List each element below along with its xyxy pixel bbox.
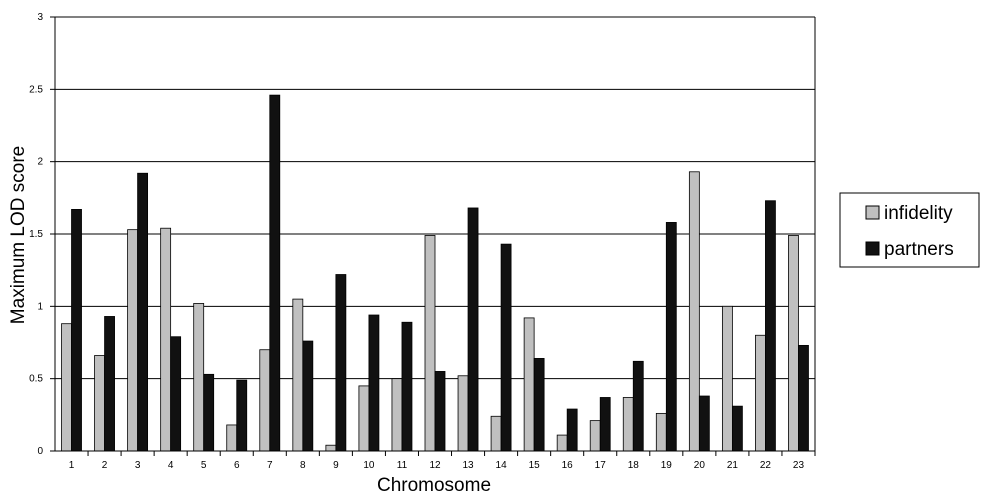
bar-infidelity-14 <box>490 415 502 452</box>
bar-infidelity-16 <box>556 434 568 452</box>
bar-infidelity-10 <box>358 385 370 452</box>
x-tick-label: 14 <box>496 460 508 471</box>
x-tick-label: 12 <box>429 460 441 471</box>
bar-partners-16 <box>566 408 578 452</box>
bar-partners-7 <box>269 94 281 452</box>
y-tick-label: 0 <box>37 446 43 457</box>
bar-partners-15 <box>533 358 545 452</box>
bar-infidelity-4 <box>160 227 172 452</box>
bar-infidelity-17 <box>589 420 601 452</box>
bar-partners-5 <box>203 373 215 452</box>
bar-partners-1 <box>71 209 82 452</box>
x-tick-label: 16 <box>562 460 574 471</box>
bar-infidelity-5 <box>193 303 205 452</box>
x-tick-label: 23 <box>793 460 805 471</box>
bar-partners-8 <box>302 340 314 452</box>
x-tick-label: 17 <box>595 460 607 471</box>
x-tick-label: 10 <box>363 460 375 471</box>
bar-infidelity-7 <box>259 349 271 452</box>
x-tick-label: 2 <box>102 460 108 471</box>
bar-partners-20 <box>698 395 710 452</box>
legend: infidelity partners <box>839 192 980 268</box>
bar-partners-3 <box>137 172 149 452</box>
bar-infidelity-3 <box>127 229 139 452</box>
bar-infidelity-11 <box>391 378 403 452</box>
grid-lines <box>55 16 815 380</box>
bar-partners-14 <box>500 243 512 452</box>
bar-infidelity-6 <box>226 424 238 452</box>
x-tick-labels: 1 2 3 4 5 6 7 8 9 10 11 12 13 14 15 16 17 18 19 20 21 22 23 <box>69 460 805 471</box>
legend-label-partners: partners <box>884 239 954 260</box>
bar-infidelity-21 <box>721 305 733 452</box>
x-tick-label: 18 <box>628 460 640 471</box>
bar-partners-2 <box>104 316 115 452</box>
bar-infidelity-12 <box>424 235 436 452</box>
x-tick-label: 22 <box>760 460 772 471</box>
legend-swatch-partners <box>865 241 880 256</box>
x-tick-label: 1 <box>69 460 75 471</box>
bar-infidelity-13 <box>457 375 469 452</box>
bar-partners-22 <box>765 200 776 452</box>
x-tick-label: 13 <box>462 460 474 471</box>
bar-partners-12 <box>434 371 446 452</box>
y-axis-title: Maximum LOD score <box>8 146 29 324</box>
x-tick-label: 21 <box>727 460 739 471</box>
y-tick-label: 2.5 <box>29 84 43 95</box>
y-tick-label: 0.5 <box>29 374 43 385</box>
x-tick-label: 15 <box>529 460 541 471</box>
bar-infidelity-22 <box>755 334 766 452</box>
bar-partners-10 <box>368 314 380 452</box>
bar-partners-21 <box>731 405 743 452</box>
y-tick-label: 1 <box>37 301 43 312</box>
bar-infidelity-20 <box>688 171 700 452</box>
bar-partners-11 <box>401 321 413 452</box>
bar-partners-9 <box>335 274 347 452</box>
legend-label-infidelity: infidelity <box>884 203 953 224</box>
x-tick-label: 5 <box>201 460 207 471</box>
bar-infidelity-23 <box>788 235 799 452</box>
bar-infidelity-9 <box>325 444 337 452</box>
x-axis-title: Chromosome <box>377 475 491 496</box>
bar-partners-6 <box>236 379 248 452</box>
bar-infidelity-2 <box>94 355 105 452</box>
bar-partners-23 <box>798 344 809 452</box>
bar-infidelity-1 <box>61 323 72 452</box>
y-tick-label: 2 <box>37 157 43 168</box>
y-tick-label: 1.5 <box>29 229 43 240</box>
axes <box>50 16 816 456</box>
x-tick-label: 3 <box>135 460 141 471</box>
bar-partners-19 <box>665 222 677 452</box>
x-tick-label: 19 <box>661 460 673 471</box>
x-tick-label: 6 <box>234 460 240 471</box>
bar-partners-17 <box>599 397 611 452</box>
bar-partners-4 <box>170 336 182 452</box>
bar-infidelity-18 <box>622 397 634 452</box>
bar-partners-18 <box>632 360 644 452</box>
legend-swatch-infidelity <box>865 205 880 220</box>
bar-partners-13 <box>467 207 479 452</box>
x-tick-label: 7 <box>267 460 273 471</box>
bars <box>61 94 809 452</box>
bar-infidelity-15 <box>523 317 535 452</box>
y-tick-label: 3 <box>37 12 43 23</box>
y-tick-labels: 0 0.5 1 1.5 2 2.5 3 <box>29 12 43 457</box>
x-tick-label: 11 <box>397 460 408 471</box>
bar-infidelity-19 <box>655 412 667 452</box>
x-tick-label: 4 <box>168 460 174 471</box>
x-tick-label: 9 <box>333 460 339 471</box>
legend-frame <box>839 192 980 268</box>
bar-infidelity-8 <box>292 298 304 452</box>
x-tick-label: 8 <box>300 460 306 471</box>
x-tick-label: 20 <box>694 460 706 471</box>
